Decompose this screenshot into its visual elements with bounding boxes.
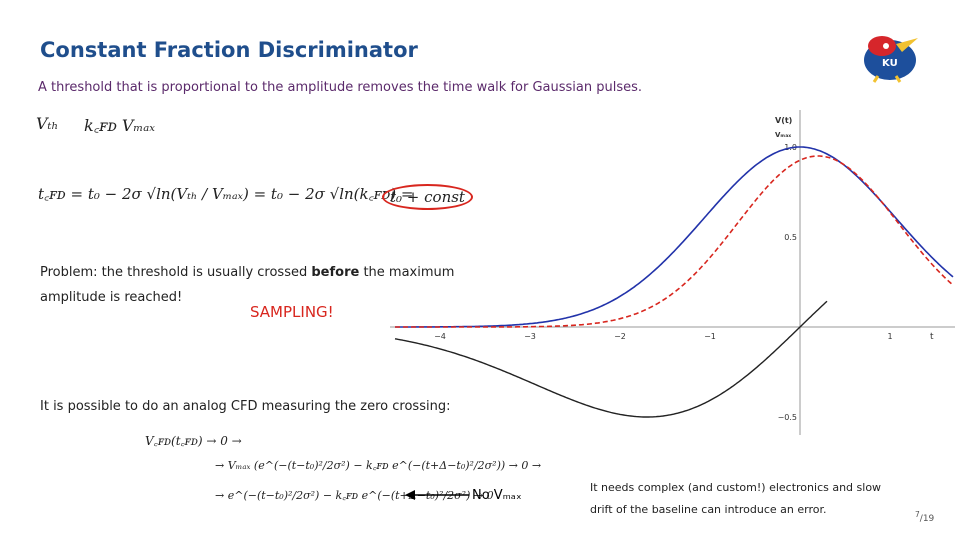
text: 7 [915,510,920,519]
y-tick-label: −0.5 [778,413,797,422]
equation: Vₜₕ [36,114,59,133]
svg-text:KU: KU [882,58,898,69]
equation: → e^(−(t−t₀)²/2σ²) − k꜀ꜰᴅ e^(−(t+Δ−t₀)²/… [215,489,494,502]
title: Constant Fraction Discriminator [40,38,418,62]
analog-text: It is possible to do an analog CFD measu… [40,399,451,414]
equation: t꜀ꜰᴅ = t₀ − 2σ √ln(Vₜₕ / Vₘₐₓ) = t₀ − 2σ… [38,185,414,203]
arrow-note: No Vₘₐₓ [472,488,522,503]
blue-pulse [395,146,954,328]
pulse-plot: −4 −3 −2 −1 1 t1.00.5−0.5V(t)Vₘₐₓ [390,110,955,435]
arrow [405,490,469,500]
red-pulse [395,155,954,328]
equation: V꜀ꜰᴅ(t꜀ꜰᴅ) → 0 → [145,434,242,448]
problem-text: Problem: the threshold is usually crosse… [40,265,454,280]
x-tick-label: −1 [704,332,716,341]
note: It needs complex (and custom!) electroni… [590,481,882,494]
x-tick-label: −2 [614,332,626,341]
x-axis-label: t [930,332,934,342]
equation-highlight: t₀ + const [382,184,473,210]
page-number: 7/19 [915,510,934,524]
y-axis-label: Vₘₐₓ [775,131,791,139]
note: drift of the baseline can introduce an e… [590,503,827,516]
text: the maximum [363,265,455,280]
text: Problem: the threshold is usually crosse… [40,265,308,280]
y-tick-label: 0.5 [784,233,797,242]
sampling: SAMPLING! [250,303,334,321]
equation: → Vₘₐₓ (e^(−(t−t₀)²/2σ²) − k꜀ꜰᴅ e^(−(t+Δ… [215,459,542,472]
cfd-signal [394,300,828,418]
logo: KU [864,36,918,83]
text: /19 [919,514,935,524]
x-tick-label: 1 [887,332,892,341]
problem-text: amplitude is reached! [40,290,183,305]
subtitle: A threshold that is proportional to the … [38,80,643,95]
y-axis-label: V(t) [775,116,792,125]
emphasis: before [311,265,360,280]
x-tick-label: −3 [524,332,536,341]
x-tick-label: −4 [434,332,446,341]
equation: k꜀ꜰᴅ Vₘₐₓ [84,116,155,135]
